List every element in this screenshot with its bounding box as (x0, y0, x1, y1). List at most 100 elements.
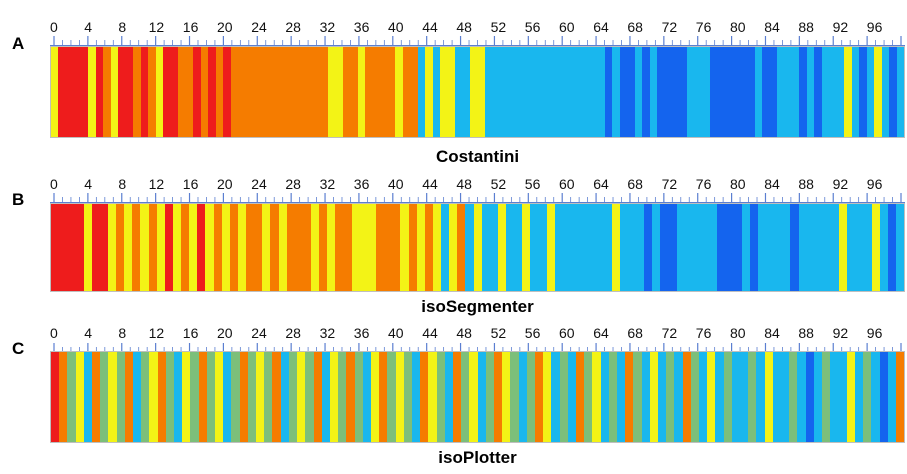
domain-stripe (562, 204, 571, 291)
domain-stripe (806, 204, 815, 291)
domain-stripe (288, 352, 298, 442)
domain-stripe (702, 47, 710, 137)
domain-stripe (441, 204, 450, 291)
panel-letter-b: B (12, 190, 25, 209)
domain-stripe (717, 47, 725, 137)
tick-label: 20 (217, 176, 233, 192)
ruler-a (50, 36, 905, 46)
domain-stripe (470, 47, 478, 137)
domain-stripe (741, 204, 750, 291)
domain-stripe (305, 47, 313, 137)
domain-stripe (530, 204, 539, 291)
domain-stripe (116, 352, 125, 442)
domain-stripe (854, 352, 864, 442)
tick-label: 20 (217, 19, 233, 35)
domain-stripe (455, 47, 463, 137)
domain-stripe (526, 352, 535, 442)
domain-stripe (747, 47, 755, 137)
domain-stripe (485, 47, 493, 137)
domain-stripe (141, 352, 150, 442)
domain-stripe (772, 352, 782, 442)
segmentation-track-c (50, 351, 905, 443)
domain-stripe (874, 47, 882, 137)
domain-stripe (660, 204, 669, 291)
domain-stripe (895, 352, 904, 442)
domain-stripe (506, 204, 515, 291)
tick-label: 8 (118, 176, 127, 192)
domain-stripe (838, 352, 847, 442)
domain-stripe (362, 352, 371, 442)
domain-stripe (551, 352, 560, 442)
domain-stripe (510, 352, 519, 442)
domain-stripe (428, 352, 437, 442)
domain-stripe (436, 352, 445, 442)
domain-stripe (452, 352, 462, 442)
domain-stripe (59, 204, 68, 291)
domain-stripe (829, 47, 837, 137)
domain-stripe (612, 47, 620, 137)
tick-label: 32 (319, 176, 336, 192)
domain-stripe (172, 204, 181, 291)
domain-stripe (237, 204, 246, 291)
domain-stripe (789, 352, 798, 442)
domain-stripe (544, 47, 553, 137)
domain-stripe (272, 352, 281, 442)
domain-stripe (164, 204, 173, 291)
domain-stripe (587, 204, 596, 291)
domain-stripe (133, 352, 142, 442)
domain-stripe (896, 47, 904, 137)
domain-stripe (798, 204, 807, 291)
domain-stripe (417, 47, 426, 137)
tick-label: 48 (456, 19, 472, 35)
tick-label: 40 (388, 176, 404, 192)
panel-title-a: Costantini (435, 147, 520, 166)
tick-label: 0 (50, 325, 58, 341)
domain-stripe (782, 204, 791, 291)
tick-label: 52 (490, 325, 507, 341)
domain-stripe (444, 352, 453, 442)
domain-stripe (514, 204, 523, 291)
domain-stripe (99, 204, 108, 291)
domain-stripe (836, 47, 845, 137)
domain-stripe (554, 204, 563, 291)
domain-stripe (477, 47, 486, 137)
domain-stripe (181, 204, 190, 291)
domain-stripe (814, 47, 822, 137)
tick-label: 92 (832, 325, 849, 341)
domain-stripe (844, 47, 852, 137)
tick-label: 64 (593, 176, 609, 192)
domain-stripe (432, 47, 441, 137)
domain-stripe (879, 352, 888, 442)
domain-stripe (649, 47, 658, 137)
domain-stripe (283, 47, 291, 137)
domain-stripe (465, 204, 474, 291)
domain-stripe (831, 204, 840, 291)
tick-label: 4 (84, 325, 92, 341)
domain-stripe (254, 204, 263, 291)
domain-stripe (354, 352, 363, 442)
domain-stripe (522, 47, 530, 137)
domain-stripe (403, 352, 412, 442)
domain-stripe (690, 352, 700, 442)
domain-stripe (822, 204, 831, 291)
domain-stripe (238, 47, 246, 137)
ruler-b (50, 193, 905, 203)
domain-stripe (749, 204, 758, 291)
domain-stripe (676, 204, 685, 291)
domain-stripe (889, 47, 897, 137)
domain-stripe (764, 352, 773, 442)
domain-stripe (839, 204, 848, 291)
domain-stripe (73, 47, 81, 137)
tick-label: 68 (627, 325, 643, 341)
domain-stripe (213, 204, 222, 291)
domain-stripe (617, 352, 626, 442)
domain-stripe (611, 204, 620, 291)
domain-stripe (174, 352, 183, 442)
domain-stripe (416, 204, 425, 291)
domain-stripe (262, 204, 271, 291)
tick-label: 96 (866, 176, 883, 192)
domain-stripe (387, 352, 396, 442)
domain-stripe (863, 204, 872, 291)
tick-label: 4 (84, 176, 92, 192)
domain-stripe (797, 352, 806, 442)
